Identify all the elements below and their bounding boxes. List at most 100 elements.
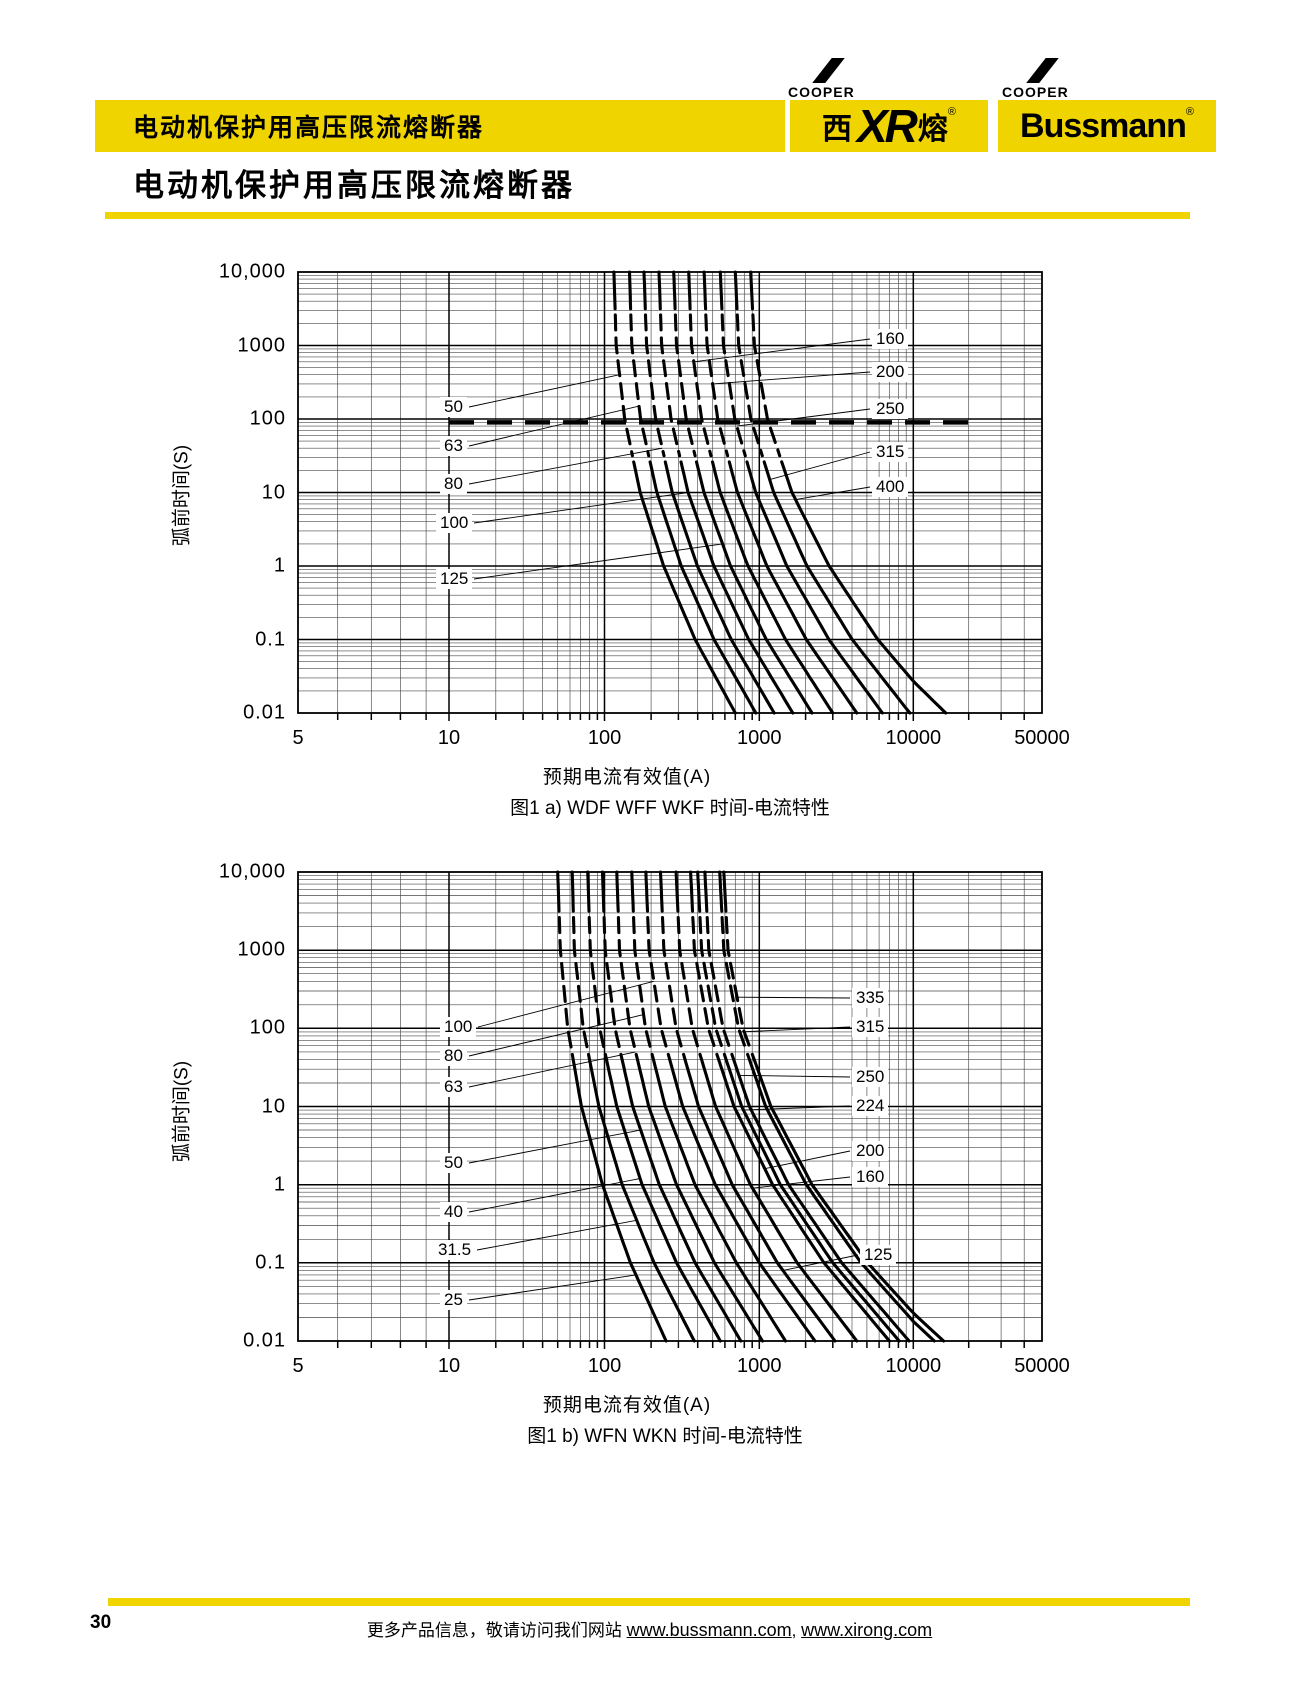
fuse-curve-125-dashed [673, 313, 697, 458]
curve-label-100: 100 [436, 513, 473, 533]
xirong-char-left: 西 [821, 113, 852, 146]
fuse-curve-100-upper [644, 870, 650, 913]
fuse-curve-100 [666, 1052, 817, 1343]
y-tick-label-10000: 10,000 [218, 860, 286, 883]
y-tick-label-1000: 1000 [237, 334, 286, 356]
cooper-logo-bussmann: COOPER [1002, 58, 1102, 102]
fuse-curve-63-upper [627, 270, 633, 311]
x-tick-label-50000: 50000 [1014, 1355, 1070, 1377]
fuse-curve-50-dashed [613, 313, 634, 458]
fuse-curve-200-upper [689, 870, 695, 913]
cooper-flag-icon [1026, 58, 1059, 83]
fuse-curve-80-upper [630, 870, 635, 913]
xirong-char-right: 熔 [917, 113, 948, 146]
fuse-curve-100-dashed [659, 313, 682, 458]
fuse-curve-315-upper [718, 870, 724, 913]
fuse-curve-160-dashed [676, 916, 700, 1050]
bussmann-wordmark: Bussmann [1020, 106, 1187, 145]
fuse-curve-63-dashed [616, 916, 637, 1050]
fuse-curve-100-upper [657, 270, 662, 311]
fuse-curve-315 [746, 1052, 936, 1343]
fuse-curve-125-upper [658, 870, 664, 913]
fuse-curve-31.5-upper [570, 870, 575, 913]
figure-caption: 图1 a) WDF WFF WKF 时间-电流特性 [510, 798, 830, 819]
fuse-curve-224 [722, 1052, 901, 1343]
y-tick-label-0.01: 0.01 [243, 1329, 286, 1352]
x-tick-label-1000: 1000 [737, 1355, 782, 1377]
bussmann-link[interactable]: www.bussmann.com [626, 1620, 792, 1640]
y-tick-label-100: 100 [249, 1016, 286, 1039]
fuse-curve-100 [679, 460, 795, 715]
fuse-curve-315-dashed [735, 313, 764, 458]
fuse-curve-63-dashed [629, 313, 651, 458]
x-tick-label-10: 10 [437, 727, 461, 749]
curve-label-125: 125 [860, 1245, 897, 1265]
fuse-curve-250-dashed [705, 916, 732, 1050]
registered-mark-icon: ® [947, 106, 956, 118]
chart-figure-1a: 弧前时间(S) 预期电流有效值(A) 图1 a) WDF WFF WKF 时间-… [100, 250, 1220, 850]
fuse-curve-250-upper [703, 870, 709, 913]
footer-message: 更多产品信息，敬请访问我们网站 [366, 1621, 622, 1640]
cooper-wordmark: COOPER [1002, 84, 1069, 100]
fuse-curve-224-dashed [698, 916, 724, 1050]
curve-label-100: 100 [440, 1017, 477, 1037]
leader-lines [468, 338, 871, 580]
fuse-curve-335 [750, 1052, 946, 1343]
fuse-curve-31.5 [586, 1052, 696, 1343]
x-tick-label-5: 5 [292, 727, 304, 749]
x-axis-title: 预期电流有效值(A) [542, 767, 712, 788]
fuse-curve-63-upper [615, 870, 620, 913]
curve-label-200: 200 [872, 362, 909, 382]
fuse-curve-63 [648, 460, 758, 715]
fuse-curve-40-dashed [587, 916, 606, 1050]
fuse-curve-224-upper [696, 870, 702, 913]
curve-label-80: 80 [440, 1046, 467, 1066]
y-tick-label-1: 1 [273, 554, 286, 577]
time-current-plot-1b [297, 870, 1043, 1349]
x-tick-label-1000: 1000 [737, 727, 782, 749]
registered-mark-icon: ® [1185, 106, 1194, 118]
curve-label-80: 80 [440, 474, 467, 494]
curve-label-63: 63 [440, 436, 467, 456]
fuse-curve-335-upper [722, 870, 728, 913]
curve-label-250: 250 [872, 399, 909, 419]
fuse-curve-50-dashed [602, 916, 622, 1050]
fuse-curve-80-upper [642, 270, 647, 311]
fuse-curve-160-upper [674, 870, 680, 913]
fuse-curve-160 [710, 460, 835, 715]
fuse-curve-400 [780, 460, 948, 715]
fuse-curve-50-upper [612, 270, 617, 311]
curve-label-335: 335 [852, 988, 889, 1008]
fuse-curve-80-dashed [632, 916, 653, 1050]
y-tick-label-10: 10 [261, 1095, 286, 1117]
y-tick-label-0.01: 0.01 [243, 701, 286, 724]
fuse-curve-200 [727, 460, 859, 715]
fuse-curve-125-upper [672, 270, 677, 311]
curve-label-63: 63 [440, 1077, 467, 1097]
fuse-curve-63 [634, 1052, 765, 1343]
curve-label-160: 160 [872, 329, 909, 349]
time-current-plot-1a [297, 270, 1043, 721]
cooper-wordmark: COOPER [788, 84, 855, 100]
figure-caption: 图1 b) WFN WKN 时间-电流特性 [527, 1426, 803, 1447]
fuse-curve-250 [745, 460, 884, 715]
fuse-curve-100-dashed [646, 916, 669, 1050]
curve-label-50: 50 [440, 397, 467, 417]
fuse-curve-25-dashed [557, 916, 573, 1050]
fuse-curve-200 [715, 1052, 891, 1343]
x-tick-label-10: 10 [437, 1355, 461, 1377]
curve-label-125: 125 [436, 569, 473, 589]
y-tick-label-1: 1 [273, 1173, 286, 1196]
x-tick-label-100: 100 [587, 727, 622, 749]
fuse-curve-250-dashed [720, 313, 747, 458]
fuse-curve-50 [632, 460, 737, 715]
fuse-curve-125-dashed [660, 916, 684, 1050]
cooper-logo-xirong: COOPER [788, 58, 888, 102]
fuse-curve-315 [762, 460, 912, 715]
footer-divider-rule [108, 1598, 1190, 1606]
y-tick-label-0.1: 0.1 [255, 628, 286, 650]
curve-label-315: 315 [872, 442, 909, 462]
fuse-curve-40 [603, 1052, 722, 1343]
xirong-link[interactable]: www.xirong.com [801, 1620, 933, 1640]
